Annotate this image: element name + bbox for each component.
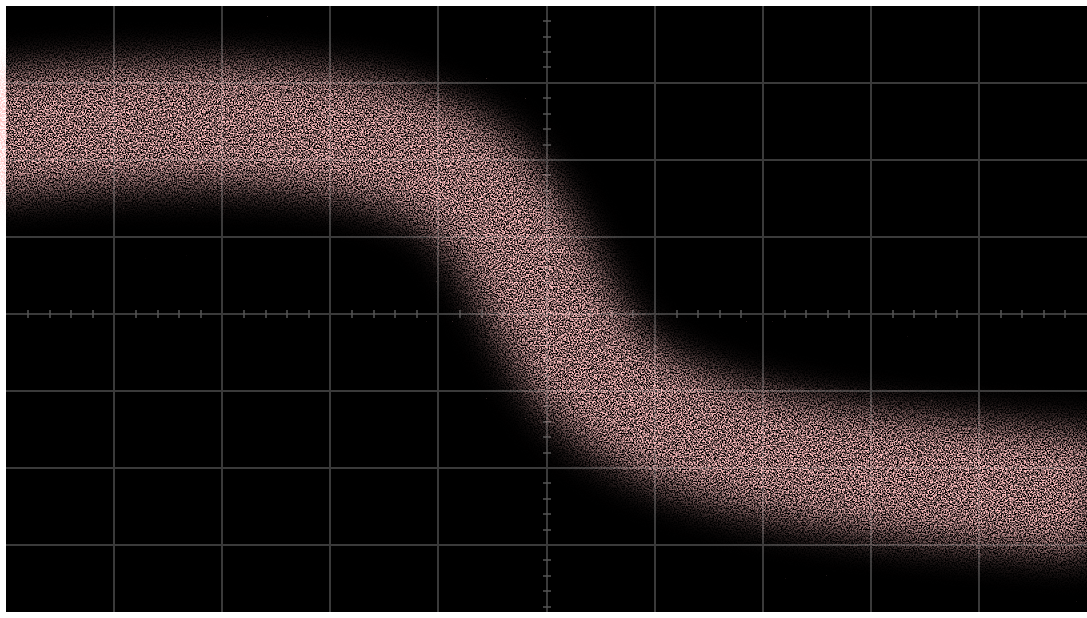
trace-scatter-dense (6, 6, 1087, 612)
page (0, 0, 1087, 618)
scope-screen (0, 0, 1087, 618)
signal-trace (6, 6, 1087, 612)
